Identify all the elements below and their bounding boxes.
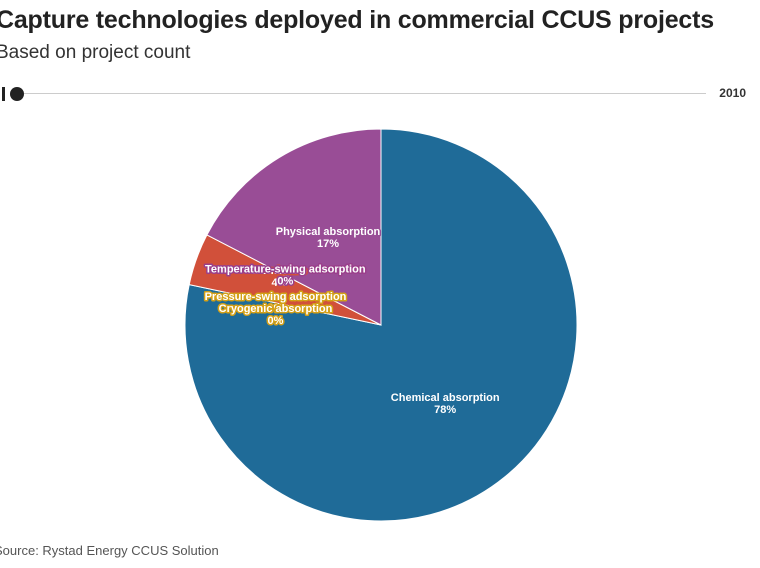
chart-subtitle: Based on project count xyxy=(0,42,191,63)
timeline-handle[interactable] xyxy=(10,87,24,101)
timeline-track[interactable] xyxy=(12,93,706,94)
slice-label-name-temperature-swing-adsorption: Temperature-swing adsorption xyxy=(205,264,366,276)
slice-label-name-chemical-absorption: Chemical absorption xyxy=(391,392,500,404)
slice-label-name-physical-absorption: Physical absorption xyxy=(276,226,381,238)
year-timeline[interactable]: 2010 xyxy=(0,84,760,104)
pie-slice-physical-absorption[interactable] xyxy=(206,128,382,326)
slice-label-value-cryogenic-absorption: 0% xyxy=(268,315,284,327)
slice-label-value-pressure-swing-adsorption: 0% xyxy=(268,303,284,315)
slice-label-value-chemical-absorption: 78% xyxy=(434,404,456,416)
source-note: Source: Rystad Energy CCUS Solution xyxy=(0,543,219,558)
slice-label-value-temperature-swing-adsorption: 0% xyxy=(277,276,293,288)
slice-label-name-membrane: Membrane xyxy=(252,265,307,277)
timeline-year-label: 2010 xyxy=(719,86,746,100)
pause-button[interactable] xyxy=(0,87,6,101)
slice-label-name-pressure-swing-adsorption: Pressure-swing adsorption xyxy=(205,291,347,303)
slice-label-name-cryogenic-absorption: Cryogenic absorption xyxy=(219,303,333,315)
chart-title: Capture technologies deployed in commerc… xyxy=(0,6,714,34)
slice-label-value-physical-absorption: 17% xyxy=(317,238,339,250)
slice-label-value-membrane: 4% xyxy=(272,277,288,289)
